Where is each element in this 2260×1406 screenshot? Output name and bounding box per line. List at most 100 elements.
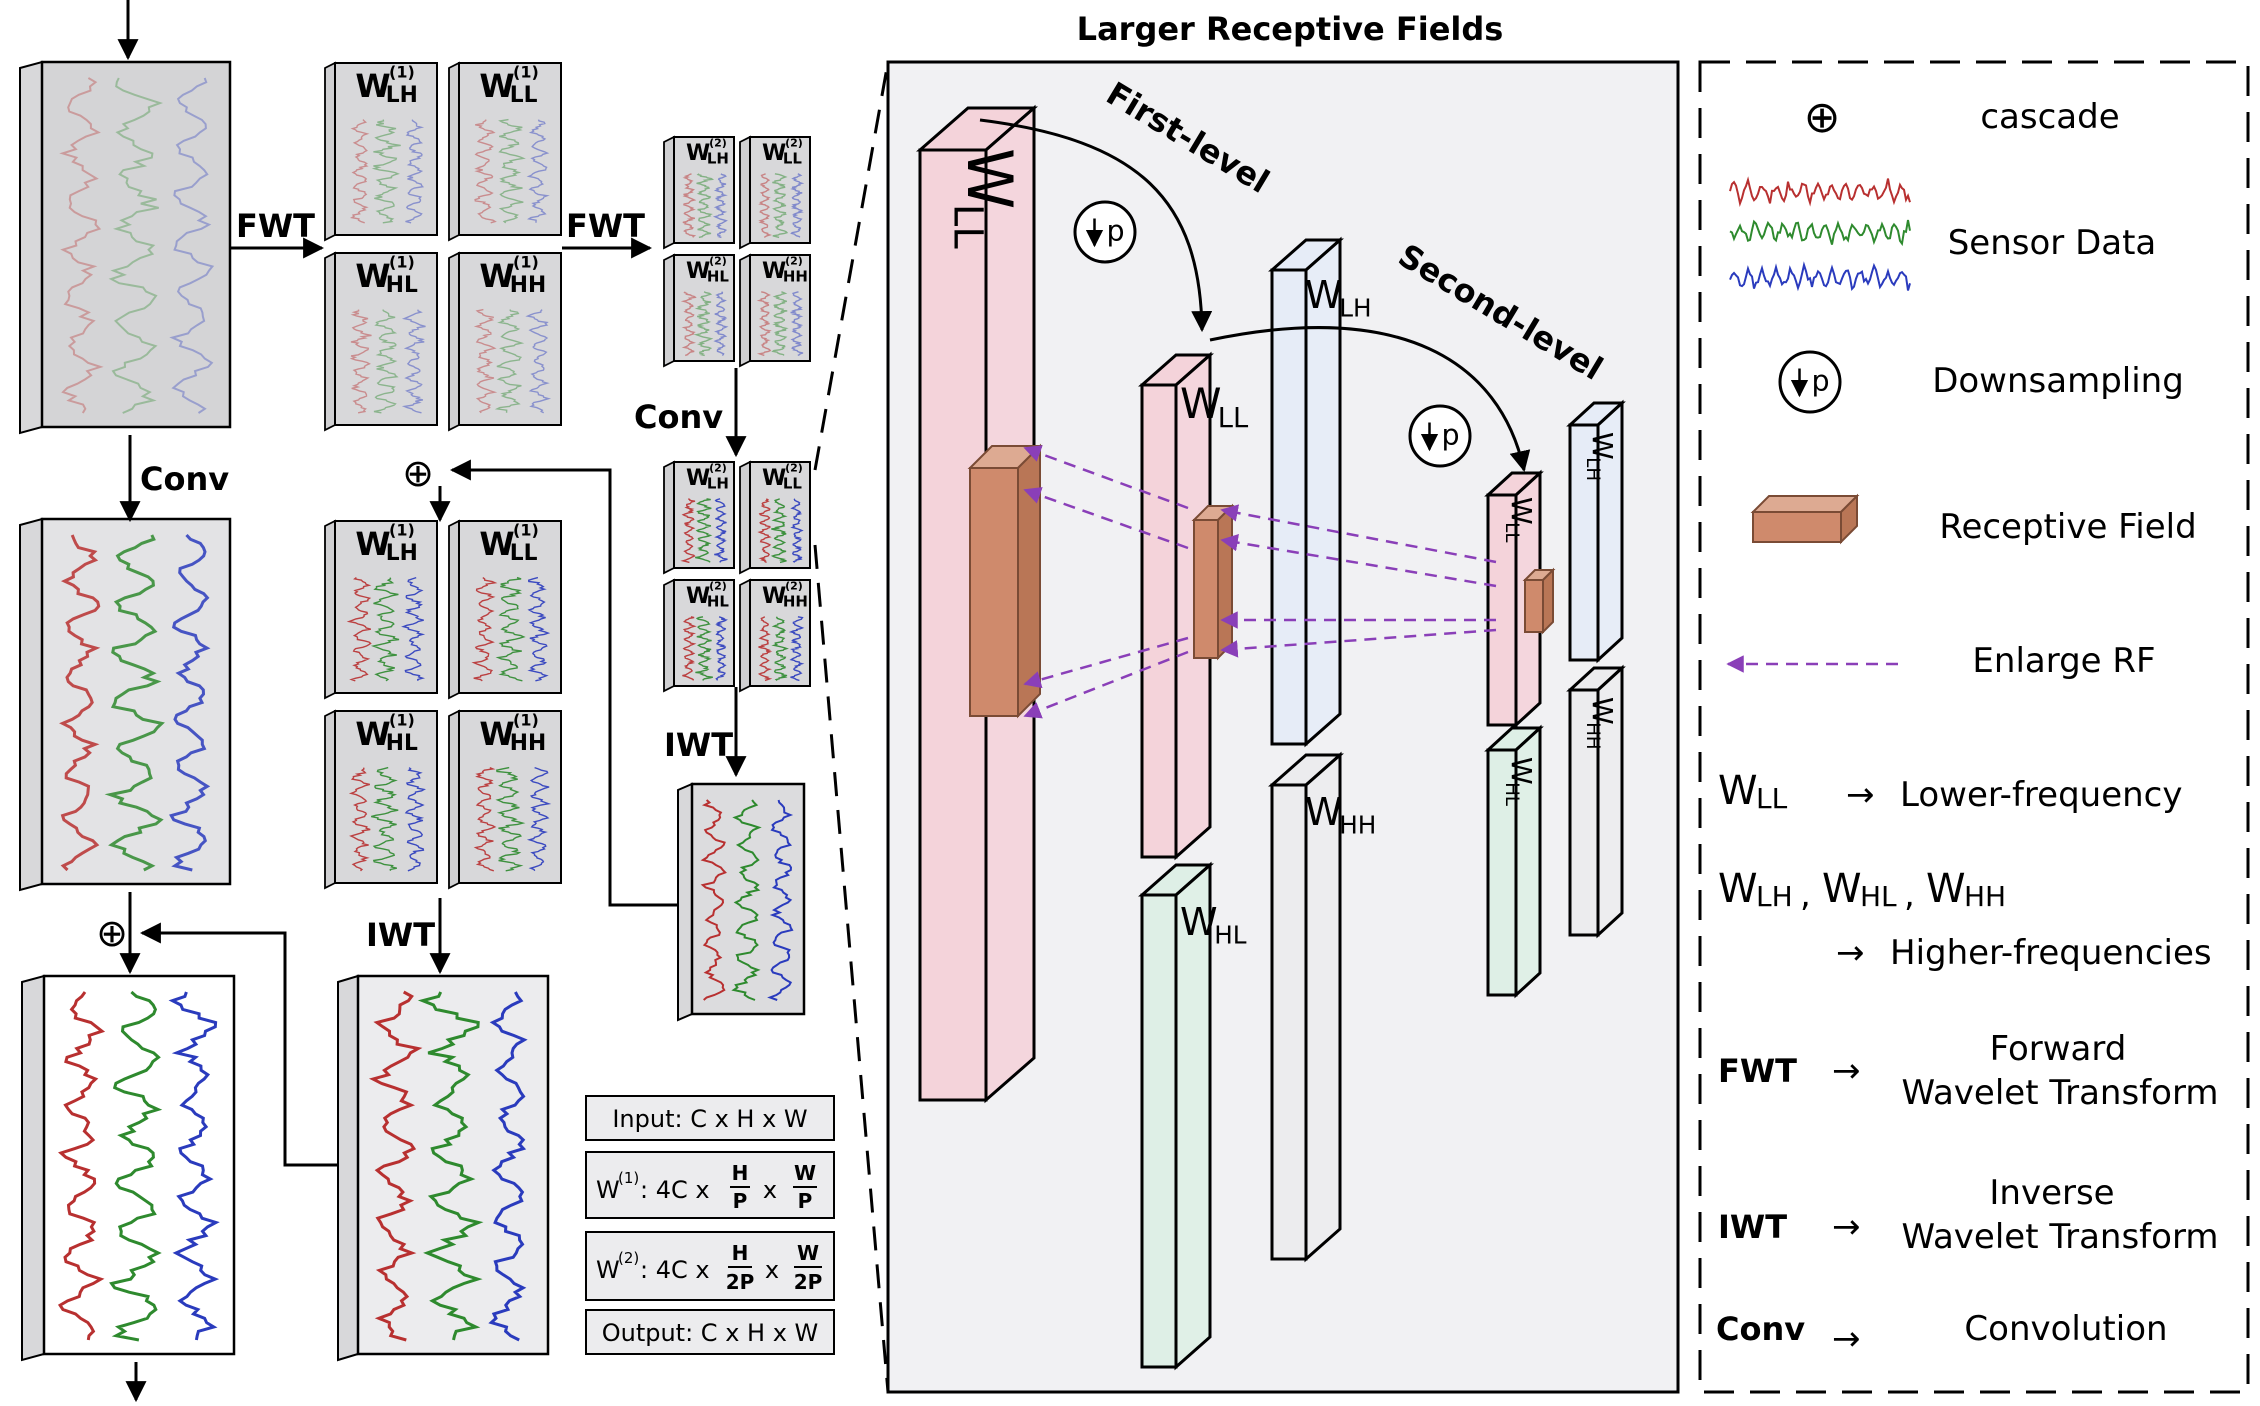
block-subscript: LH [1339, 293, 1371, 322]
legend-cascade-label: cascade [1980, 97, 2119, 137]
legend-wll-desc: Lower-frequency [1900, 775, 2182, 815]
legend-downsample-symbol: p [1778, 350, 1842, 414]
block-w-letter: W [1505, 497, 1538, 525]
block-subscript: LL [1501, 522, 1522, 543]
pipeline-labels: Conv FWT FWT Conv IWT IWT ⊕ ⊕ [96, 207, 733, 955]
subband-wlh: WLH (1) [324, 61, 438, 242]
green-signal [772, 173, 789, 239]
subband-whl: WHL(2) [663, 253, 735, 368]
subband-level: (2) [785, 579, 803, 592]
input-dims: Input: C x H x W [612, 1105, 807, 1133]
red-signal [682, 616, 697, 681]
red-signal [471, 577, 498, 682]
subband-w-letter: W [686, 141, 710, 166]
red-signal [757, 498, 772, 564]
blue-signal [168, 991, 220, 1341]
legend-fwt: FWT [1718, 1052, 1797, 1090]
subband-level: (1) [513, 710, 539, 729]
red-signal [348, 767, 371, 872]
red-signal [346, 577, 372, 682]
rf-third-level [1522, 567, 1556, 635]
output-dims: Output: C x H x W [602, 1319, 819, 1347]
subband-w-letter: W [479, 715, 514, 753]
subband-subscript: LL [510, 83, 538, 108]
block-subscript: LL [1218, 403, 1249, 434]
legend-higher-desc: Higher-frequencies [1890, 933, 2212, 973]
downsample-symbol-1: p [1073, 200, 1137, 264]
subband-subscript: LH [707, 149, 729, 167]
subband-level: (1) [389, 62, 415, 81]
w2-dims-mid: : 4C x [640, 1256, 710, 1284]
red-signal [473, 308, 498, 414]
w1-w-den: P [798, 1189, 813, 1213]
block-w-letter: W [953, 148, 1026, 209]
subband-whl: WHL (1) [324, 251, 438, 432]
blue-signal [404, 767, 426, 872]
cascade-symbol-1: ⊕ [402, 451, 434, 495]
w1-dims-mid: : 4C x [640, 1176, 710, 1204]
block-label: WHH [1582, 697, 1619, 750]
blue-signal [527, 576, 551, 682]
subband-subscript: LL [510, 541, 538, 566]
legend-iwt-l2: Wavelet Transform [1902, 1217, 2219, 1257]
block-w-letter: W [1180, 900, 1218, 944]
block-label: WLL [944, 148, 1026, 249]
green-signal [104, 534, 165, 872]
legend-iwt-l1: Inverse [1989, 1173, 2114, 1213]
red-signal [680, 291, 697, 357]
subband-whh: WHH (1) [448, 709, 562, 890]
w1-dims-sup: (1) [618, 1169, 639, 1187]
enlarge-rf-arrows [1023, 445, 1497, 719]
red-signal [349, 119, 370, 224]
blue-signal [488, 991, 528, 1342]
subband-w-letter: W [762, 466, 786, 491]
subband-subscript: HL [386, 731, 418, 756]
w2-dims-sup: (2) [618, 1249, 639, 1267]
subband-w-letter: W [479, 257, 514, 295]
w2-dims-prefix: W [596, 1256, 620, 1284]
subband-w-letter: W [762, 141, 786, 166]
iwt-label-2: IWT [366, 916, 435, 954]
legend-wlh-w: W [1718, 866, 1758, 912]
iwt-label-1: IWT [664, 726, 733, 764]
blue-signal [767, 799, 794, 1001]
legend-conv: Conv [1716, 1310, 1805, 1348]
legend-enlarge-label: Enlarge RF [1972, 641, 2155, 681]
block-subscript: HL [1214, 920, 1247, 949]
legend-rf-label: Receptive Field [1939, 507, 2196, 547]
green-signal [771, 616, 789, 681]
subband-whl: WHL (1) [324, 709, 438, 890]
block-label: WHH [1305, 790, 1376, 839]
subband-level: (2) [785, 254, 803, 267]
subband-subscript: HH [783, 592, 808, 610]
subband-level: (2) [785, 461, 803, 474]
subband-subscript: LH [386, 541, 418, 566]
red-signal [59, 77, 104, 414]
subband-level: (2) [785, 136, 803, 149]
subband-wll: WLL(2) [739, 460, 811, 575]
subband-level: (2) [709, 136, 727, 149]
fwt-label-2: FWT [566, 207, 645, 245]
diagram-title: Larger Receptive Fields [1077, 10, 1504, 48]
dimension-boxes: Input: C x H x W W (1) : 4C x H P x W P … [585, 1095, 835, 1355]
legend-iwt: IWT [1718, 1208, 1787, 1246]
legend-whl-sub: HL [1860, 880, 1897, 913]
second-level-wlh-block: WLH [1268, 236, 1372, 748]
legend-downsample-label: Downsampling [1932, 361, 2184, 401]
green-signal [495, 766, 526, 872]
legend-arrow-1: → [1846, 775, 1875, 815]
subband-whl: WHL(2) [663, 578, 735, 693]
subband-w-letter: W [355, 525, 390, 563]
w2-w-num: W [797, 1241, 819, 1265]
blue-signal [169, 77, 215, 414]
subband-w-letter: W [762, 259, 786, 284]
pipeline-arrows [117, 0, 747, 1403]
block-w-letter: W [1305, 273, 1343, 317]
block-label: WLH [1305, 273, 1372, 322]
legend-blue-wave [1729, 261, 1911, 292]
subband-w-letter: W [686, 259, 710, 284]
red-signal [758, 173, 773, 238]
subband-whh: WHH(2) [739, 253, 811, 368]
block-label: WLL [1180, 379, 1249, 434]
subband-level: (2) [709, 461, 727, 474]
